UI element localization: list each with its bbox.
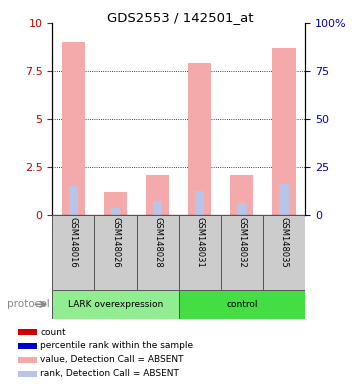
Bar: [18, 357, 37, 363]
Bar: [52, 290, 179, 319]
Bar: [279, 184, 289, 215]
Bar: [146, 175, 169, 215]
Bar: [104, 192, 127, 215]
Bar: [18, 343, 37, 349]
Text: value, Detection Call = ABSENT: value, Detection Call = ABSENT: [40, 356, 184, 364]
Bar: [179, 215, 221, 290]
Bar: [153, 200, 162, 215]
Text: GSM148035: GSM148035: [279, 217, 288, 268]
Bar: [237, 203, 247, 215]
Text: rank, Detection Call = ABSENT: rank, Detection Call = ABSENT: [40, 369, 179, 378]
Bar: [136, 215, 179, 290]
Bar: [62, 42, 85, 215]
Bar: [95, 215, 136, 290]
Bar: [188, 63, 211, 215]
Bar: [18, 329, 37, 335]
Bar: [263, 215, 305, 290]
Bar: [273, 48, 296, 215]
Bar: [111, 208, 120, 215]
Text: GSM148026: GSM148026: [111, 217, 120, 268]
Text: GSM148028: GSM148028: [153, 217, 162, 268]
Text: protocol: protocol: [7, 299, 50, 310]
Bar: [221, 215, 263, 290]
Text: percentile rank within the sample: percentile rank within the sample: [40, 341, 193, 351]
Text: LARK overexpression: LARK overexpression: [68, 300, 163, 309]
Bar: [52, 215, 95, 290]
Bar: [18, 371, 37, 377]
Bar: [195, 191, 204, 215]
Bar: [69, 186, 78, 215]
Text: GDS2553 / 142501_at: GDS2553 / 142501_at: [107, 11, 254, 24]
Text: GSM148031: GSM148031: [195, 217, 204, 268]
Text: GSM148032: GSM148032: [238, 217, 246, 268]
Text: control: control: [226, 300, 258, 309]
Bar: [230, 175, 253, 215]
Text: count: count: [40, 328, 66, 336]
Bar: [179, 290, 305, 319]
Text: GSM148016: GSM148016: [69, 217, 78, 268]
